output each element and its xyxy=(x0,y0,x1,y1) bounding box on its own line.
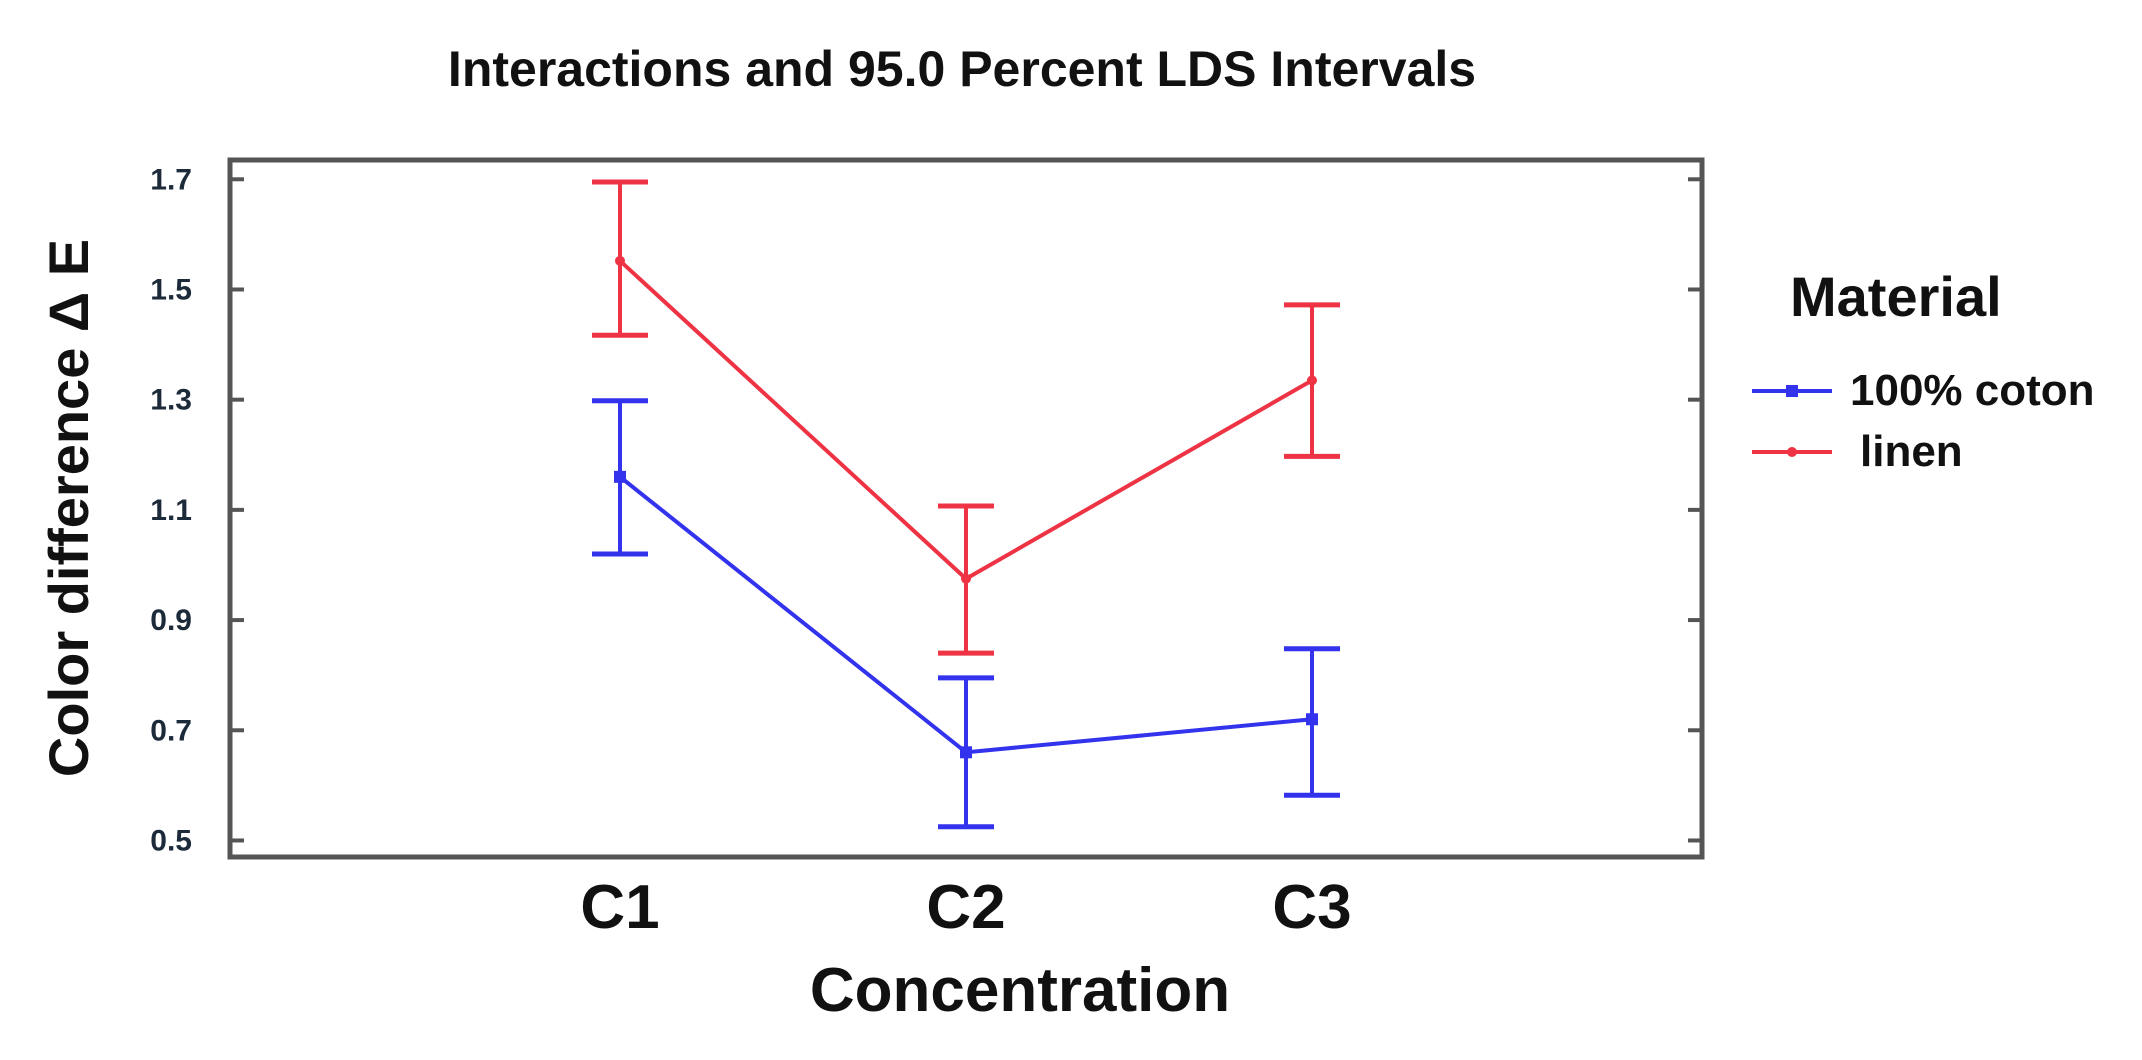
data-point xyxy=(614,470,626,483)
y-tick-label: 1.5 xyxy=(150,273,192,306)
legend-entries: 100% coton linen xyxy=(1752,366,2095,476)
series-linen xyxy=(592,179,1340,656)
legend-marker xyxy=(1787,447,1797,457)
data-point xyxy=(615,255,625,266)
x-axis: C1 C2 C3 xyxy=(580,873,1351,942)
y-tick-label: 0.5 xyxy=(150,824,192,857)
legend: Material 100% coton linen xyxy=(1752,265,2095,476)
data-point xyxy=(960,746,972,759)
series-layer xyxy=(592,179,1340,830)
data-point xyxy=(1306,713,1318,726)
data-point xyxy=(1307,375,1317,386)
y-tick-label: 1.7 xyxy=(150,163,192,196)
x-tick-label: C3 xyxy=(1272,873,1351,942)
y-axis: 0.5 0.7 0.9 1.1 1.3 1.5 1.7 xyxy=(150,163,1702,857)
legend-marker xyxy=(1786,385,1798,397)
y-tick-label: 1.1 xyxy=(150,494,192,527)
y-tick-label: 0.9 xyxy=(150,604,192,637)
x-tick-label: C1 xyxy=(580,873,659,942)
y-tick-label: 1.3 xyxy=(150,384,192,417)
series-100-coton xyxy=(592,398,1340,830)
y-axis-label: Color difference Δ E xyxy=(37,239,100,777)
x-axis-label: Concentration xyxy=(810,956,1230,1025)
chart-title: Interactions and 95.0 Percent LDS Interv… xyxy=(448,41,1476,97)
data-point xyxy=(961,573,971,584)
legend-label: linen xyxy=(1860,427,1963,476)
legend-title: Material xyxy=(1790,265,2002,328)
x-tick-label: C2 xyxy=(926,873,1005,942)
y-tick-label: 0.7 xyxy=(150,714,192,747)
legend-label: 100% coton xyxy=(1850,366,2095,415)
